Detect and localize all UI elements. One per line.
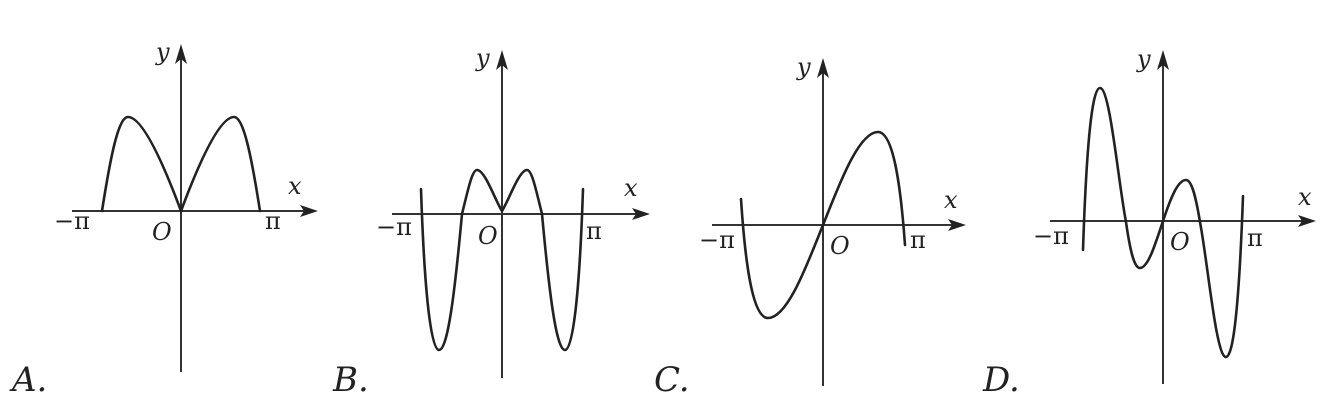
x-axis-arrow-b <box>632 208 650 220</box>
y-axis-arrow-c <box>817 58 829 78</box>
y-axis-label-b: y <box>475 44 490 72</box>
x-axis-arrow-a <box>300 205 318 217</box>
x-axis-arrow-c <box>948 219 966 231</box>
origin-label-d: O <box>1170 228 1190 256</box>
y-axis-arrow-b <box>496 50 508 70</box>
y-axis-label-d: y <box>1136 45 1151 73</box>
x-axis-label-d: x <box>1298 183 1312 211</box>
odd-curve-double-swing <box>1081 86 1245 359</box>
neg-pi-label-d: −π <box>1033 222 1069 250</box>
choice-label-b: B. <box>332 360 369 400</box>
neg-pi-label-b: −π <box>376 213 412 241</box>
x-axis-label-b: x <box>624 174 638 202</box>
neg-pi-label-c: −π <box>699 226 735 254</box>
y-axis-label-a: y <box>155 38 170 66</box>
odd-curve-single-swing <box>739 130 907 320</box>
pi-label-d: π <box>1247 224 1263 252</box>
x-axis-label-c: x <box>944 186 958 214</box>
graph-a: y x O −π π A. <box>9 38 318 400</box>
pi-label-a: π <box>265 207 281 235</box>
origin-label-b: O <box>478 222 498 250</box>
graph-c: y x O −π π C. <box>654 53 966 400</box>
x-axis-label-a: x <box>288 172 302 200</box>
choice-label-d: D. <box>982 360 1020 400</box>
y-axis-arrow-a <box>175 44 187 64</box>
origin-label-c: O <box>830 232 850 260</box>
y-axis-label-c: y <box>796 53 811 81</box>
even-curve-w-shape <box>419 168 585 352</box>
graph-d: y x O −π π D. <box>982 45 1316 400</box>
even-curve-two-peaks <box>100 115 262 213</box>
x-axis-arrow-d <box>1298 215 1316 227</box>
neg-pi-label-a: −π <box>54 207 90 235</box>
choice-label-a: A. <box>9 360 47 400</box>
origin-label-a: O <box>152 218 172 246</box>
y-axis-arrow-d <box>1157 50 1169 70</box>
pi-label-b: π <box>586 217 602 245</box>
choice-label-c: C. <box>654 360 690 400</box>
graph-b: y x O −π π B. <box>332 44 650 400</box>
pi-label-c: π <box>910 226 926 254</box>
